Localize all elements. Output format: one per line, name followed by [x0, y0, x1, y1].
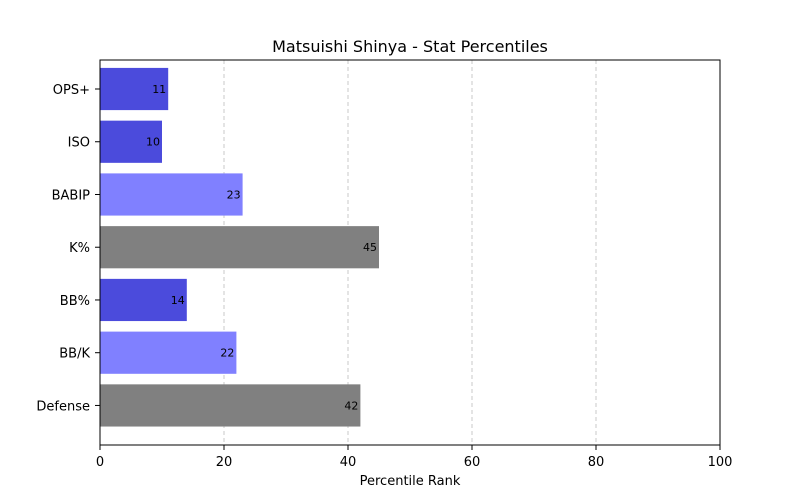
bars [100, 67, 379, 427]
data-label: 42 [344, 399, 358, 412]
x-tick-label: 80 [588, 455, 605, 470]
y-tick-label: K% [69, 241, 90, 256]
bar [100, 173, 243, 216]
bar [100, 120, 162, 163]
data-label: 22 [220, 347, 234, 360]
y-tick-label: BB% [60, 294, 90, 309]
data-label: 23 [227, 188, 241, 201]
bar [100, 226, 379, 269]
x-tick-label: 0 [96, 455, 104, 470]
data-label: 45 [363, 241, 377, 254]
x-tick-label: 40 [340, 455, 357, 470]
data-label: 10 [146, 136, 160, 149]
x-axis-label: Percentile Rank [360, 474, 461, 489]
x-tick-label: 100 [708, 455, 733, 470]
y-tick-label: ISO [68, 136, 90, 151]
x-tick-label: 60 [464, 455, 481, 470]
bar [100, 331, 237, 374]
y-axis: OPS+ ISO BABIP K% BB% BB/K Defense [36, 83, 100, 414]
x-axis: 0 20 40 60 80 100 [96, 445, 733, 470]
y-tick-label: Defense [36, 399, 90, 414]
plot-frame [99, 59, 721, 446]
y-tick-label: BB/K [59, 347, 90, 362]
data-label: 11 [152, 83, 166, 96]
data-label: 14 [171, 294, 185, 307]
y-tick-label: OPS+ [53, 83, 90, 98]
x-tick-label: 20 [216, 455, 233, 470]
bar [100, 384, 361, 427]
bar [100, 67, 169, 111]
bar [100, 278, 187, 322]
y-tick-label: BABIP [52, 188, 91, 203]
data-labels: 11 10 23 45 14 22 42 [146, 83, 377, 412]
chart-title: Matsuishi Shinya - Stat Percentiles [272, 37, 548, 56]
